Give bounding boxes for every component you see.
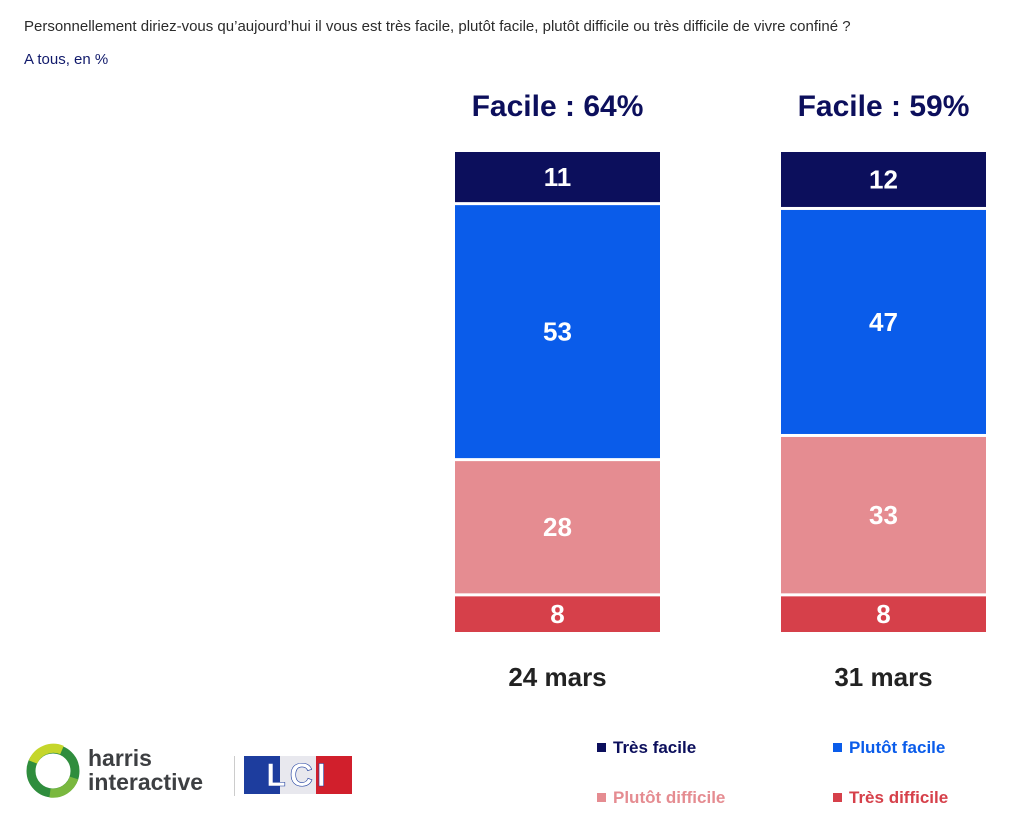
bar-segment-3 bbox=[455, 461, 660, 594]
legend-swatch bbox=[833, 793, 842, 802]
logos-area: harris interactive LCI bbox=[22, 740, 362, 810]
data-label: 8 bbox=[876, 599, 890, 629]
legend-label: Très difficile bbox=[849, 788, 949, 807]
data-label: 11 bbox=[544, 162, 572, 192]
category-label: 31 mars bbox=[834, 662, 932, 692]
bar-segment-4 bbox=[781, 596, 986, 632]
legend-swatch bbox=[597, 743, 606, 752]
data-label: 12 bbox=[869, 164, 898, 194]
category-label: 24 mars bbox=[508, 662, 606, 692]
total-label: Facile : 59% bbox=[798, 90, 970, 123]
data-label: 8 bbox=[550, 599, 564, 629]
total-label: Facile : 64% bbox=[472, 90, 644, 123]
bar-segment-3 bbox=[781, 436, 986, 594]
legend-item: Très facile bbox=[597, 738, 696, 758]
harris-logo-line1: harris bbox=[88, 745, 152, 771]
harris-logo-line2: interactive bbox=[88, 769, 204, 795]
chart-subtitle: A tous, en % bbox=[24, 51, 109, 68]
lci-logo-text: LCI bbox=[266, 757, 330, 793]
bar-segment-2 bbox=[455, 205, 660, 459]
data-label: 33 bbox=[869, 500, 898, 530]
harris-logo-text: harris interactive bbox=[88, 746, 203, 794]
legend-item: Plutôt facile bbox=[833, 738, 945, 758]
logo-divider bbox=[234, 756, 235, 796]
legend-label: Très facile bbox=[613, 738, 697, 757]
bar-segment-2 bbox=[781, 209, 986, 434]
bar-segment-1 bbox=[781, 152, 986, 207]
bar-segment-4 bbox=[455, 596, 660, 632]
bar-segment-1 bbox=[455, 152, 660, 203]
legend-swatch bbox=[833, 743, 842, 752]
harris-logo-icon bbox=[26, 743, 80, 798]
lci-logo: LCI bbox=[244, 756, 352, 794]
legend-label: Plutôt difficile bbox=[613, 788, 726, 807]
question-text: Personnellement diriez-vous qu’aujourd’h… bbox=[24, 18, 851, 35]
data-label: 47 bbox=[869, 307, 898, 337]
legend-label: Plutôt facile bbox=[849, 738, 946, 757]
data-label: 28 bbox=[543, 512, 572, 542]
legend-item: Plutôt difficile bbox=[597, 788, 725, 808]
legend-item: Très difficile bbox=[833, 788, 948, 808]
data-label: 53 bbox=[543, 317, 572, 347]
legend-swatch bbox=[597, 793, 606, 802]
